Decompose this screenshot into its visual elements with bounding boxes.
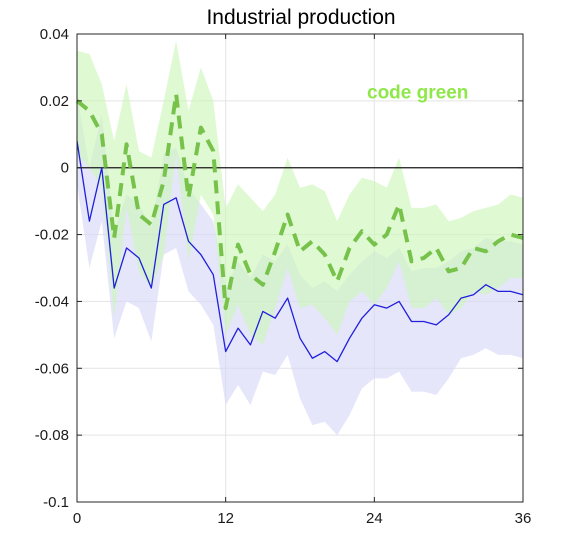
y-tick-label: -0.02 <box>35 227 69 244</box>
series-1-band <box>77 94 523 436</box>
y-tick-label: 0.02 <box>40 93 69 110</box>
annotation-code-green: code green <box>367 83 468 104</box>
y-tick-label: -0.08 <box>35 427 69 444</box>
y-tick-label: 0 <box>61 160 69 177</box>
y-tick-label: -0.1 <box>43 494 69 511</box>
y-tick-label: 0.04 <box>40 26 69 43</box>
x-tick-label: 36 <box>515 510 532 527</box>
series-0-band <box>77 40 523 345</box>
series-0-line <box>75 92 524 311</box>
y-tick-label: -0.06 <box>35 360 69 377</box>
x-tick-label: 12 <box>217 510 234 527</box>
y-tick-label: -0.04 <box>35 293 69 310</box>
x-tick-label: 24 <box>366 510 383 527</box>
axes-box <box>76 33 524 503</box>
series-1-line <box>76 140 524 363</box>
x-tick-label: 0 <box>73 510 81 527</box>
chart-title: Industrial production <box>206 6 395 29</box>
